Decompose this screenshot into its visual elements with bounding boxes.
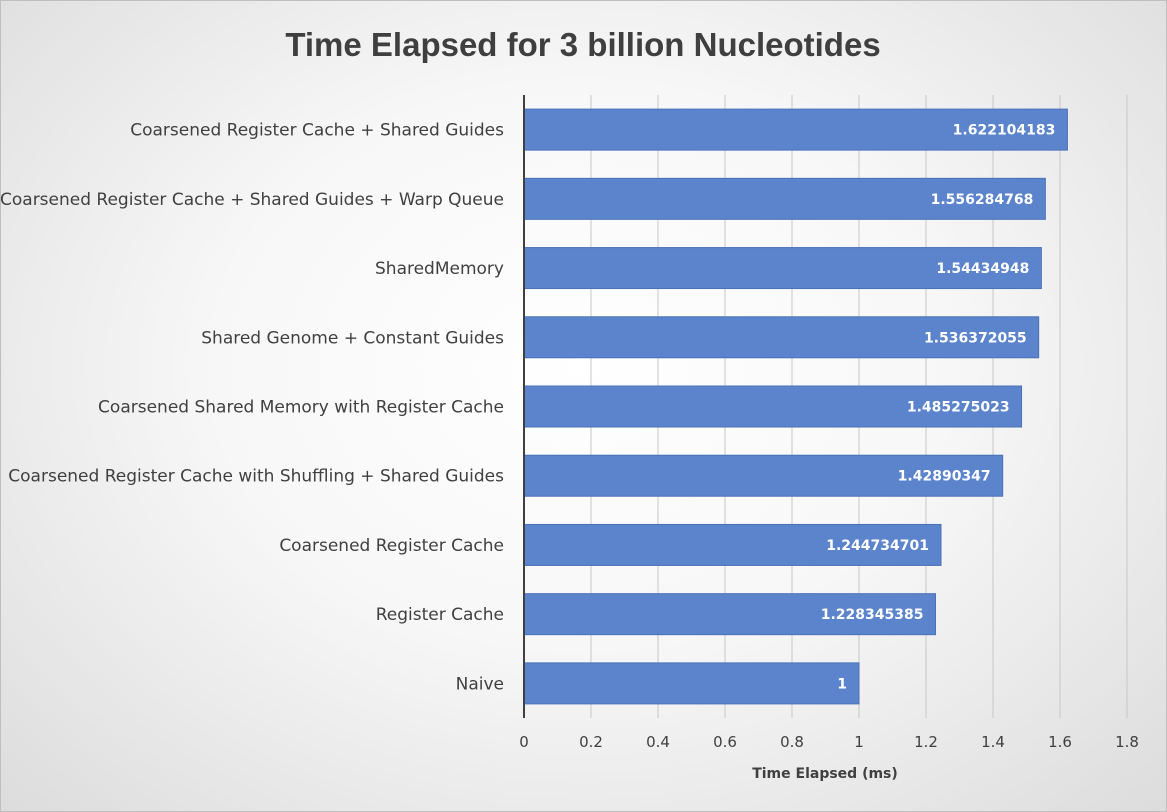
x-axis-label: Time Elapsed (ms) xyxy=(752,766,898,782)
x-axis-ticks: 0 0.2 0.4 0.6 0.8 1 1.2 1.4 1.6 1.8 xyxy=(519,733,1139,751)
data-label: 1.228345385 xyxy=(821,607,924,623)
data-label: 1.244734701 xyxy=(826,538,929,554)
data-label: 1.54434948 xyxy=(936,261,1029,277)
bar xyxy=(523,247,1042,290)
data-label: 1.42890347 xyxy=(898,469,991,485)
bar xyxy=(523,385,1023,428)
tick-label: 1.2 xyxy=(914,733,938,751)
category-label: Coarsened Register Cache + Shared Guides xyxy=(130,121,504,141)
category-label: Coarsened Register Cache with Shuffling … xyxy=(8,467,504,487)
tick-label: 1.6 xyxy=(1048,733,1072,751)
data-label: 1.536372055 xyxy=(924,330,1027,346)
tick-label: 0.2 xyxy=(579,733,603,751)
bars: 1.622104183 1.556284768 1.54434948 1.536372… xyxy=(523,108,1068,705)
tick-label: 0.4 xyxy=(646,733,670,751)
tick-label: 0.8 xyxy=(780,733,804,751)
category-label: Shared Genome + Constant Guides xyxy=(201,328,504,348)
tick-label: 0.6 xyxy=(713,733,737,751)
data-label: 1 xyxy=(837,676,847,692)
tick-label: 1.8 xyxy=(1115,733,1139,751)
bar xyxy=(523,523,942,566)
data-label: 1.622104183 xyxy=(953,123,1056,139)
data-label: 1.485275023 xyxy=(907,400,1010,416)
bar xyxy=(523,662,860,705)
bar xyxy=(523,108,1068,151)
category-label: Naive xyxy=(456,674,504,694)
category-label: SharedMemory xyxy=(375,259,504,279)
tick-label: 1.4 xyxy=(981,733,1005,751)
bar xyxy=(523,316,1040,359)
chart-title: Time Elapsed for 3 billion Nucleotides xyxy=(285,26,880,63)
tick-label: 0 xyxy=(519,733,529,751)
bar xyxy=(523,177,1046,220)
bar xyxy=(523,454,1004,497)
category-label: Register Cache xyxy=(376,605,504,625)
category-labels: Coarsened Register Cache + Shared Guides… xyxy=(0,121,504,695)
category-label: Coarsened Register Cache + Shared Guides… xyxy=(0,190,504,210)
category-label: Coarsened Register Cache xyxy=(279,536,504,556)
category-label: Coarsened Shared Memory with Register Ca… xyxy=(98,398,504,418)
tick-label: 1 xyxy=(854,733,864,751)
data-label: 1.556284768 xyxy=(931,192,1034,208)
